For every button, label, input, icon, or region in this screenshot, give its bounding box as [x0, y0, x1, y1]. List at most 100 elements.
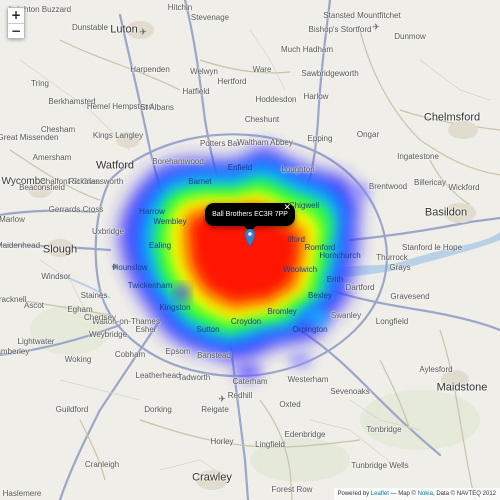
place-label: Lingfield — [255, 440, 285, 449]
place-label: Sawbridgeworth — [301, 69, 359, 78]
place-label: Horley — [210, 437, 234, 446]
place-label: Dartford — [345, 283, 375, 292]
airport-icon: ✈ — [139, 28, 147, 38]
place-label: Cheshunt — [244, 115, 280, 124]
place-label: Chalfont St Giles — [39, 177, 101, 186]
place-label: Tring — [31, 79, 49, 88]
place-label: Staines — [80, 291, 108, 300]
place-label: Ongar — [356, 130, 380, 139]
place-label: Berkhamsted — [48, 97, 96, 106]
place-label: Dunmow — [394, 32, 426, 41]
airport-icon: ✈ — [372, 23, 380, 33]
place-label: Much Hadham — [280, 45, 334, 54]
place-label: Marlow — [0, 215, 25, 224]
marker-popup: Ball Brothers EC3R 7PP ✕ — [205, 203, 295, 232]
place-label: Chigwell — [288, 201, 320, 210]
popup-text: Ball Brothers EC3R 7PP — [212, 211, 288, 218]
place-label: Rickmansworth — [68, 177, 124, 186]
place-label: Twickenham — [127, 281, 173, 290]
place-label: Potters Bar — [199, 139, 241, 148]
place-label: Haslemere — [2, 489, 42, 498]
close-icon[interactable]: ✕ — [283, 203, 291, 213]
place-label: Enfield — [227, 163, 253, 172]
map-marker-icon[interactable] — [245, 229, 255, 247]
leaflet-link[interactable]: Leaflet — [370, 491, 389, 497]
place-label: Stanford le Hope — [401, 243, 463, 252]
place-label: Sutton — [196, 325, 220, 334]
place-label: Ascot — [23, 301, 45, 310]
place-label: Bexley — [307, 291, 333, 300]
place-label: Waltham Abbey — [237, 138, 293, 147]
place-label: Luton — [110, 23, 138, 36]
place-label: Cobham — [114, 350, 146, 359]
place-label: Hoddesdon — [255, 95, 297, 104]
place-label: Windsor — [41, 272, 71, 281]
place-label: Harlow — [303, 92, 329, 101]
place-label: Dunstable — [71, 23, 109, 32]
zoom-out-button[interactable]: − — [8, 23, 24, 38]
zoom-control: + − — [7, 7, 25, 39]
place-label: Barnet — [188, 177, 212, 186]
place-label: Slough — [42, 243, 78, 256]
place-label: Amersham — [32, 153, 72, 162]
place-label: Harrow — [139, 207, 165, 216]
place-label: Grays — [389, 263, 411, 272]
place-label: Woolwich — [282, 265, 318, 274]
place-label: Leighton Buzzard — [8, 5, 72, 14]
place-label: Leatherhead — [135, 371, 181, 380]
place-label: Hounslow — [112, 263, 148, 272]
place-label: Tadworth — [177, 373, 211, 382]
place-label: Epping — [307, 134, 333, 143]
place-label: Croydon — [230, 317, 262, 326]
place-label: Wembley — [153, 217, 187, 226]
place-label: Brentwood — [368, 182, 408, 191]
place-label: Weybridge — [88, 330, 128, 339]
place-label: Ealing — [148, 241, 172, 250]
place-label: Bromley — [267, 307, 297, 316]
place-label: Great Missenden — [0, 133, 59, 142]
place-label: Kings Langley — [92, 131, 144, 140]
place-label: Thurrock — [376, 253, 408, 262]
place-label: Esher — [135, 325, 157, 334]
place-label: Oxted — [279, 400, 301, 409]
place-label: Ilford — [287, 235, 305, 244]
place-label: St Albans — [140, 103, 174, 112]
map-attribution: Powered by Leaflet — Map © Nokia, Data ©… — [333, 488, 500, 500]
place-label: Borehamwood — [152, 157, 204, 166]
airport-icon: ✈ — [218, 395, 226, 405]
place-label: Stevenage — [190, 13, 230, 22]
place-label: Erith — [326, 275, 344, 284]
place-label: Guildford — [55, 405, 89, 414]
place-label: Westerham — [287, 375, 329, 384]
place-label: Ingatestone — [397, 152, 439, 161]
place-label: Ware — [252, 65, 272, 74]
attribution-middle: — Map © — [388, 491, 418, 497]
place-label: Camberley — [0, 347, 30, 356]
zoom-in-button[interactable]: + — [8, 8, 24, 23]
place-label: Forest Row — [271, 485, 313, 494]
place-label: Hertford — [217, 77, 247, 86]
place-label: Loughton — [281, 165, 315, 174]
place-label: Longfield — [375, 317, 409, 326]
place-label: Reigate — [201, 405, 229, 414]
attribution-suffix: , Data © NAVTEQ 2012 — [432, 491, 496, 497]
place-label: Walton-on-Thames — [92, 317, 160, 326]
place-label: Dorking — [144, 405, 172, 414]
place-label: Caterham — [232, 377, 268, 386]
place-label: Orpington — [292, 325, 328, 334]
place-label: Watford — [95, 159, 135, 172]
place-label: Maidenhead — [0, 241, 41, 250]
place-label: Sevenoaks — [330, 387, 370, 396]
place-label: Woking — [64, 355, 92, 364]
place-label: Chesham — [40, 125, 76, 134]
nokia-link[interactable]: Nokia — [417, 491, 433, 497]
place-label: Edenbridge — [284, 430, 326, 439]
attribution-prefix: Powered by — [337, 491, 371, 497]
place-label: Cranleigh — [84, 460, 120, 469]
place-label: High Wycombe — [0, 176, 46, 187]
place-label: Swanley — [330, 311, 362, 320]
place-label: Welwyn — [190, 67, 218, 76]
place-label: Bracknell — [0, 295, 27, 304]
place-label: Redhill — [227, 391, 253, 400]
